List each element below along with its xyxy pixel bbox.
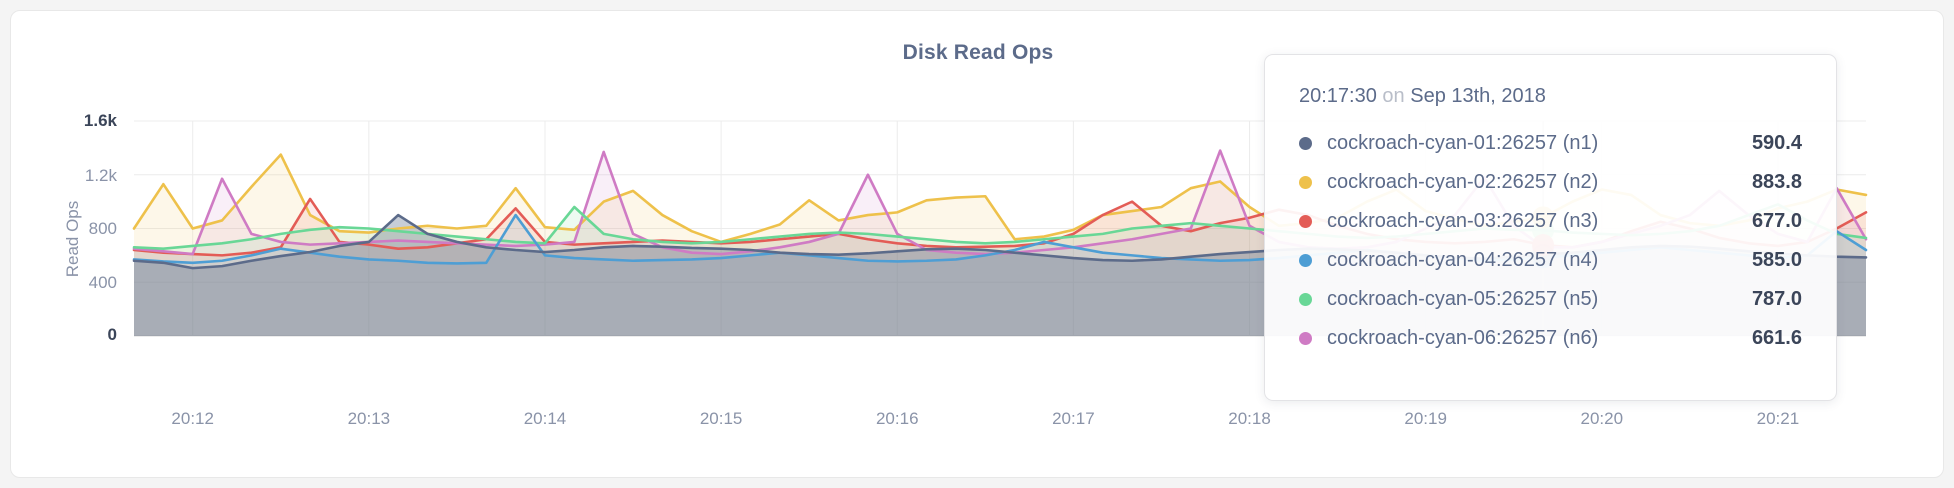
tooltip-series-label: cockroach-cyan-02:26257 (n2) xyxy=(1327,171,1599,193)
tooltip-series-value: 590.4 xyxy=(1751,132,1802,154)
tooltip-series-value: 677.0 xyxy=(1751,210,1802,232)
series-color-dot-icon xyxy=(1299,254,1312,267)
tooltip-series-value: 661.6 xyxy=(1751,327,1802,349)
x-tick-label: 20:13 xyxy=(347,409,391,428)
x-tick-label: 20:12 xyxy=(171,409,214,428)
tooltip-row: cockroach-cyan-06:26257 (n6) 661.6 xyxy=(1299,319,1802,358)
tooltip-series-label: cockroach-cyan-05:26257 (n5) xyxy=(1327,288,1599,310)
y-tick-400: 400 xyxy=(88,273,117,292)
y-axis-ticks: 1.6k 1.2k 800 400 0 xyxy=(31,11,117,477)
tooltip-series-label: cockroach-cyan-01:26257 (n1) xyxy=(1327,132,1599,154)
series-color-dot-icon xyxy=(1299,215,1312,228)
x-tick-label: 20:17 xyxy=(1052,409,1095,428)
series-color-dot-icon xyxy=(1299,332,1312,345)
tooltip-row: cockroach-cyan-04:26257 (n4) 585.0 xyxy=(1299,241,1802,280)
tooltip-series-value: 787.0 xyxy=(1751,288,1802,310)
tooltip-time: 20:17:30 xyxy=(1299,85,1377,107)
tooltip-timestamp: 20:17:30 on Sep 13th, 2018 xyxy=(1299,85,1802,108)
tooltip-series-label: cockroach-cyan-04:26257 (n4) xyxy=(1327,249,1599,271)
x-tick-label: 20:20 xyxy=(1580,409,1624,428)
y-tick-1600: 1.6k xyxy=(83,111,117,130)
tooltip-date: Sep 13th, 2018 xyxy=(1410,85,1546,107)
x-tick-label: 20:14 xyxy=(523,409,567,428)
tooltip-on-word: on xyxy=(1382,85,1405,107)
x-tick-label: 20:18 xyxy=(1228,409,1271,428)
x-tick-label: 20:16 xyxy=(875,409,919,428)
tooltip-row: cockroach-cyan-03:26257 (n3) 677.0 xyxy=(1299,202,1802,241)
x-tick-label: 20:19 xyxy=(1404,409,1447,428)
tooltip-series-value: 585.0 xyxy=(1751,249,1802,271)
series-color-dot-icon xyxy=(1299,137,1312,150)
x-tick-label: 20:21 xyxy=(1756,409,1800,428)
tooltip-row: cockroach-cyan-05:26257 (n5) 787.0 xyxy=(1299,280,1802,319)
x-tick-label: 20:15 xyxy=(699,409,743,428)
tooltip-row: cockroach-cyan-01:26257 (n1) 590.4 xyxy=(1299,124,1802,163)
series-color-dot-icon xyxy=(1299,293,1312,306)
tooltip-series-label: cockroach-cyan-03:26257 (n3) xyxy=(1327,210,1599,232)
series-color-dot-icon xyxy=(1299,176,1312,189)
tooltip-series-value: 883.8 xyxy=(1751,171,1802,193)
y-axis-label: Read Ops xyxy=(63,200,82,278)
page-title: Disk Read Ops xyxy=(902,41,1054,64)
chart-card: Disk Read Ops 1.6k 1.2k 800 400 0 Read O… xyxy=(10,10,1944,478)
tooltip-series-label: cockroach-cyan-06:26257 (n6) xyxy=(1327,327,1599,349)
y-tick-0: 0 xyxy=(107,325,117,344)
tooltip-series-list: cockroach-cyan-01:26257 (n1) 590.4 cockroa… xyxy=(1299,124,1802,358)
y-tick-1200: 1.2k xyxy=(84,166,117,185)
hover-tooltip: 20:17:30 on Sep 13th, 2018 cockroach-cya… xyxy=(1264,54,1837,401)
y-tick-800: 800 xyxy=(88,219,117,238)
tooltip-row: cockroach-cyan-02:26257 (n2) 883.8 xyxy=(1299,163,1802,202)
